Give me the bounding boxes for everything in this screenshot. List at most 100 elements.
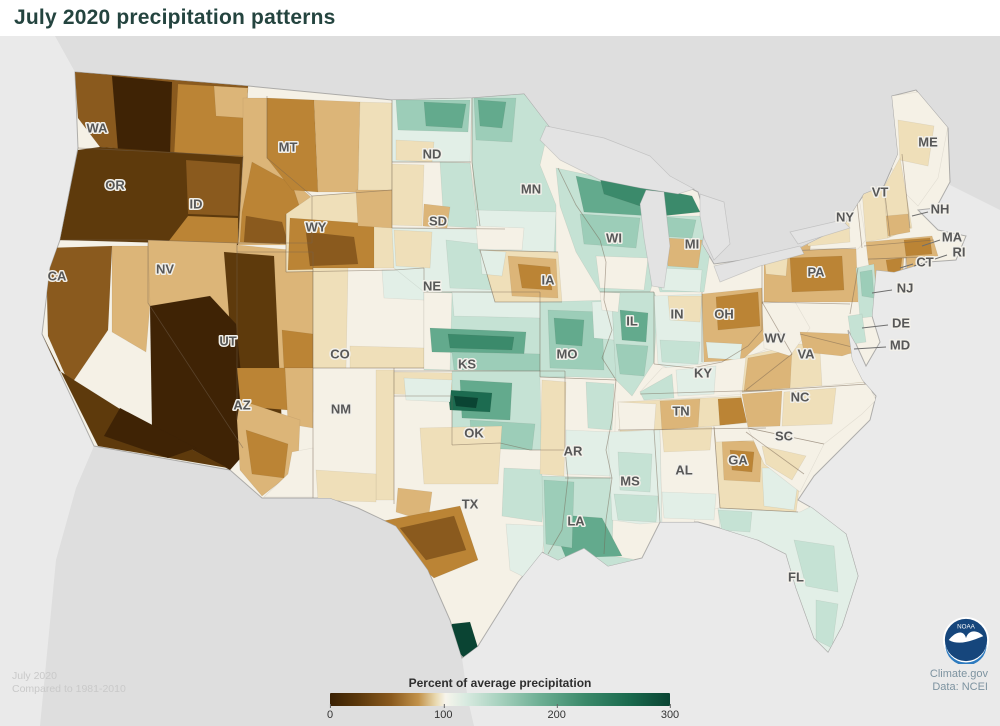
climate-division-patch — [422, 203, 451, 229]
mexico-landmass — [40, 446, 474, 726]
state-label-NJ: NJ — [897, 280, 914, 295]
climate-division-patch — [45, 245, 113, 387]
state-label-WI: WI — [606, 230, 622, 245]
color-legend: Percent of average precipitation 0 100 2… — [327, 676, 679, 723]
climate-division-patch — [595, 255, 649, 291]
state-label-FL: FL — [788, 569, 804, 584]
label-leader-line — [911, 211, 929, 217]
climate-division-patch — [305, 231, 359, 267]
state-label-VT: VT — [872, 184, 889, 199]
state-label-NE: NE — [423, 278, 441, 293]
state-label-CT: CT — [916, 254, 933, 269]
map-period-caption: July 2020 Compared to 1981-2010 — [12, 670, 126, 696]
climate-division-patch — [517, 263, 553, 291]
climate-division-patch — [667, 295, 703, 323]
state-label-AL: AL — [675, 462, 692, 477]
state-label-TX: TX — [462, 496, 479, 511]
climate-division-patch — [111, 245, 151, 353]
climate-division-patch — [375, 369, 395, 501]
climate-division-patch — [357, 101, 393, 193]
state-border-line — [799, 333, 853, 348]
noaa-emblem-icon: NOAA — [942, 616, 990, 666]
state-border-line — [639, 389, 773, 395]
state-label-AR: AR — [564, 443, 583, 458]
state-label-TN: TN — [672, 403, 689, 418]
climate-division-patch — [281, 329, 314, 369]
state-label-MA: MA — [942, 229, 963, 244]
climate-division-patch — [859, 269, 875, 299]
state-label-OH: OH — [714, 306, 734, 321]
legend-tick-row: 0 100 200 300 — [327, 704, 679, 723]
state-border-line — [883, 185, 891, 238]
state-label-KS: KS — [458, 356, 476, 371]
state-border-line — [479, 249, 559, 253]
state-border-line — [745, 301, 793, 391]
state-border-line — [867, 256, 931, 260]
period-text: July 2020 — [12, 670, 57, 682]
state-label-NH: NH — [931, 201, 950, 216]
climate-division-patch — [613, 493, 659, 523]
climate-division-patch — [453, 395, 479, 409]
state-border-line — [147, 240, 244, 449]
climate-division-patch — [423, 101, 467, 129]
state-border-line — [761, 301, 851, 305]
climate-division-patch — [619, 309, 649, 343]
great-lake — [699, 193, 731, 261]
label-leader-line — [921, 239, 941, 247]
climate-division-patch — [743, 349, 793, 392]
label-leader-line — [899, 263, 914, 269]
state-border-line — [451, 442, 565, 451]
great-lake — [713, 245, 805, 283]
label-leader-line — [861, 324, 889, 329]
climate-division-patch — [741, 390, 783, 428]
state-label-AZ: AZ — [233, 397, 250, 412]
state-border-line — [237, 155, 244, 245]
state-label-NC: NC — [791, 389, 810, 404]
state-border-line — [547, 477, 569, 555]
state-border-line — [617, 427, 767, 431]
state-label-WV: WV — [765, 330, 786, 345]
state-label-KY: KY — [694, 365, 712, 380]
climate-division-patch — [715, 291, 761, 331]
state-border-line — [653, 429, 661, 523]
climate-division-patch — [585, 381, 615, 431]
great-lake — [639, 189, 671, 289]
legend-tick-100: 100 — [434, 704, 453, 721]
state-border-line — [863, 239, 935, 247]
state-border-line — [747, 427, 825, 445]
baseline-text: Compared to 1981-2010 — [12, 683, 126, 695]
climate-division-patch — [903, 237, 933, 257]
climate-division-patch — [553, 317, 585, 347]
climate-division-patch — [313, 99, 361, 193]
state-border-line — [285, 267, 425, 273]
state-label-MD: MD — [890, 337, 910, 352]
state-label-LA: LA — [567, 513, 585, 528]
climate-division-patch — [579, 213, 641, 249]
climate-division-patch — [447, 333, 515, 351]
climate-division-patch — [781, 387, 837, 427]
climate-division-patch — [111, 75, 173, 157]
climate-division-patch — [793, 539, 839, 593]
state-label-VA: VA — [797, 346, 815, 361]
credit-site: Climate.gov — [929, 668, 988, 680]
us-precipitation-map: WA OR CA NV ID MT WY UT CO AZ NM ND SD NE KS OK TX MN IA MO… — [0, 36, 1000, 726]
label-leader-line — [871, 289, 893, 294]
climate-division-patch — [315, 469, 377, 503]
climate-division-patch — [847, 313, 867, 345]
state-label-MO: MO — [557, 346, 578, 361]
state-border-line — [564, 371, 569, 479]
state-border-line — [391, 227, 506, 230]
state-border-line — [849, 267, 859, 315]
label-leader-line — [913, 254, 948, 267]
state-border-line — [539, 376, 617, 381]
climate-division-patch — [661, 426, 713, 453]
state-label-ID: ID — [190, 196, 203, 211]
state-label-CA: CA — [48, 268, 67, 283]
climate-division-patch — [885, 213, 911, 237]
climate-division-patch — [399, 515, 467, 561]
climate-division-patch — [185, 159, 241, 217]
state-label-NY: NY — [836, 209, 854, 224]
climate-division-patch — [661, 491, 717, 521]
state-border-line — [471, 98, 481, 227]
state-label-DE: DE — [892, 315, 910, 330]
